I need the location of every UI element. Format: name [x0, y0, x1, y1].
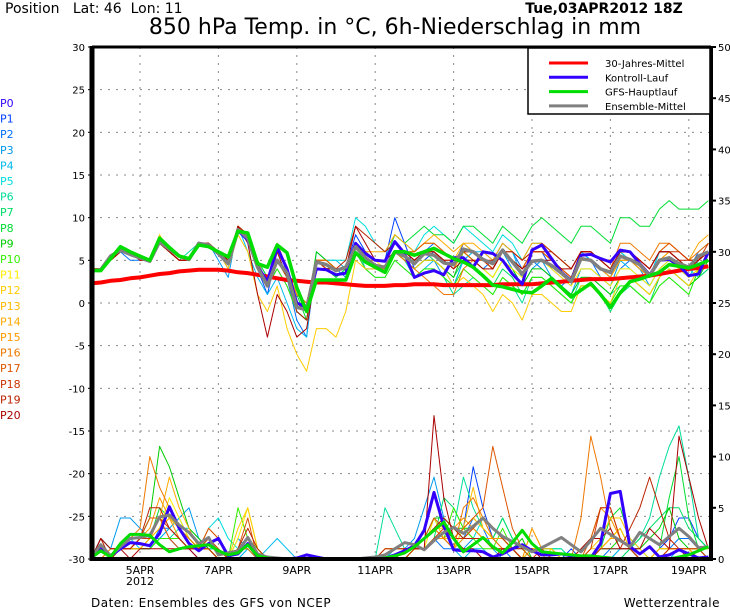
date-tick-label: 19APR	[671, 564, 707, 577]
legend-label: Kontroll-Lauf	[605, 73, 669, 84]
member-label-p1: P1	[0, 113, 14, 126]
date-tick-label: 15APR	[514, 564, 550, 577]
legend-box	[527, 47, 711, 115]
member-label-p3: P3	[0, 144, 14, 157]
axes: 302520151050-5-10-15-20-25-3050454035302…	[69, 43, 730, 588]
gfs-temp-line	[91, 229, 710, 314]
legend-label: Ensemble-Mittel	[605, 102, 686, 113]
precip-series	[89, 415, 709, 561]
right-tick-label: 15	[718, 401, 730, 412]
member-label-p11: P11	[0, 269, 21, 282]
position-label: Position Lat: 46 Lon: 11	[5, 1, 183, 17]
legend-label: GFS-Hauptlauf	[605, 88, 678, 99]
member-label-p12: P12	[0, 284, 21, 297]
member-label-p16: P16	[0, 347, 21, 360]
member-label-p2: P2	[0, 128, 14, 141]
right-tick-label: 0	[718, 555, 724, 566]
temp-series	[90, 200, 710, 372]
right-tick-label: 45	[718, 94, 730, 105]
member-label-p7: P7	[0, 206, 14, 219]
member-label-p14: P14	[0, 315, 21, 328]
left-tick-label: -20	[69, 470, 85, 481]
date-tick-label: 9APR	[282, 564, 311, 577]
left-tick-label: 5	[79, 256, 85, 267]
member-label-p5: P5	[0, 175, 14, 188]
year-label: 2012	[126, 575, 154, 588]
date-tick-label: 13APR	[436, 564, 472, 577]
right-tick-label: 20	[718, 350, 730, 361]
date-tick-label: 7APR	[204, 564, 233, 577]
grid	[92, 47, 711, 559]
right-tick-label: 10	[718, 453, 730, 464]
member-label-p20: P20	[0, 409, 21, 422]
member-temp-line-p2	[91, 225, 709, 338]
run-time: Tue,03APR2012 18Z	[525, 1, 683, 17]
legend-label: 30-Jahres-Mittel	[605, 59, 684, 70]
left-tick-label: -30	[69, 555, 85, 566]
left-tick-label: 20	[72, 128, 85, 139]
member-label-p0: P0	[0, 97, 14, 110]
member-label-p10: P10	[0, 253, 21, 266]
left-tick-label: -10	[69, 384, 85, 395]
left-tick-label: 0	[79, 299, 85, 310]
member-temp-line-p4	[91, 225, 709, 338]
left-tick-label: -15	[69, 427, 85, 438]
member-precip-line-p17	[91, 445, 709, 560]
chart-title: 850 hPa Temp. in °C, 6h-Niederschlag in …	[149, 15, 641, 40]
member-labels: P0 P1 P2 P3 P4 P5 P6 P7 P8 P9 P10 P11 P12 P13 P14 P15 P1…	[0, 97, 21, 422]
right-tick-label: 50	[718, 43, 730, 54]
member-label-p8: P8	[0, 222, 14, 235]
date-tick-label: 11APR	[357, 564, 393, 577]
left-tick-label: 15	[72, 171, 85, 182]
right-tick-label: 30	[718, 248, 730, 259]
member-label-p15: P15	[0, 331, 21, 344]
member-label-p19: P19	[0, 393, 21, 406]
data-source: Daten: Ensembles des GFS von NCEP	[91, 596, 331, 609]
member-label-p13: P13	[0, 300, 21, 313]
member-label-p9: P9	[0, 237, 14, 250]
right-tick-label: 5	[718, 504, 724, 515]
member-temp-line-p3	[91, 225, 709, 321]
date-tick-label: 5APR	[126, 564, 155, 577]
left-tick-label: -25	[69, 512, 85, 523]
right-tick-label: 40	[718, 145, 730, 156]
left-tick-label: 10	[72, 214, 85, 225]
member-label-p4: P4	[0, 159, 14, 172]
member-precip-line-p9	[90, 445, 709, 560]
member-temp-line-p20	[91, 225, 709, 338]
right-tick-label: 35	[718, 197, 730, 208]
member-label-p6: P6	[0, 191, 14, 204]
left-tick-label: 30	[72, 43, 85, 54]
member-label-p18: P18	[0, 378, 21, 391]
climate-mean-temp-line	[90, 264, 709, 288]
date-tick-label: 17APR	[592, 564, 628, 577]
member-label-p17: P17	[0, 362, 21, 375]
left-tick-label: 25	[72, 86, 85, 97]
right-tick-label: 25	[718, 299, 730, 310]
left-tick-label: -5	[75, 342, 85, 353]
ensemble-mean-precip-line	[89, 513, 709, 561]
legend: 30-Jahres-Mittel Kontroll-Lauf GFS-Hauptla…	[527, 47, 711, 115]
brand-label: Wetterzentrale	[624, 596, 720, 609]
